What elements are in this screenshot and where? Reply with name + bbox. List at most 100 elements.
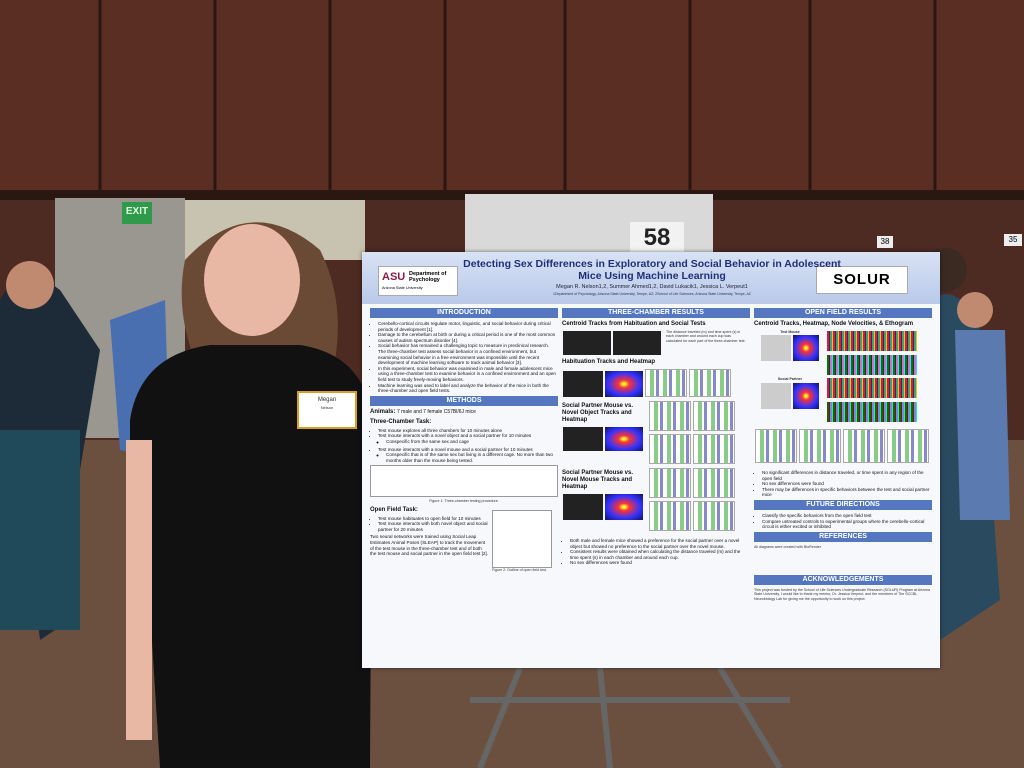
section-heading: THREE-CHAMBER RESULTS xyxy=(562,308,750,318)
asu-logo: ASU Department of Psychology Arizona Sta… xyxy=(378,266,458,296)
bullet: Test mouse explores all three chambers f… xyxy=(378,428,558,434)
figure-1 xyxy=(370,465,558,498)
figure-row: Test Mouse xyxy=(754,330,932,377)
track-image xyxy=(563,331,611,355)
bullet-list: Test mouse habituates to open field for … xyxy=(370,516,488,533)
bullet-list: Test mouse explores all three chambers f… xyxy=(370,428,558,464)
badge-text: Megan Nelson xyxy=(298,396,356,412)
section-heading: INTRODUCTION xyxy=(370,308,558,318)
easel xyxy=(470,666,790,768)
bullet: Social behavior has remained a challengi… xyxy=(378,343,558,365)
poster-authors: Megan R. Nelson1,2, Summer Ahmed1,2, Dav… xyxy=(556,284,748,290)
caption: Figure 1: Three-chamber testing procedur… xyxy=(429,499,499,504)
tm-block: Test Mouse xyxy=(754,330,826,377)
wall-panels xyxy=(0,0,1024,200)
subheading: Open Field Task: xyxy=(370,506,418,513)
right-column: OPEN FIELD RESULTS Centroid Tracks, Heat… xyxy=(754,308,932,601)
figure-row: Social Partner Mouse vs. Novel Mouse Tra… xyxy=(562,467,750,534)
middle-column: THREE-CHAMBER RESULTS Centroid Tracks fr… xyxy=(562,308,750,568)
exit-text: EXIT xyxy=(125,206,149,217)
subheading: Centroid Tracks from Habituation and Soc… xyxy=(562,321,706,327)
acknowledgements-text: This project was funded by the School of… xyxy=(754,587,930,601)
figure-row: Social Partner Mouse vs. Novel Object Tr… xyxy=(562,400,750,467)
bullet: Both male and female mice showed a prefe… xyxy=(570,538,750,549)
animals-text: 7 male and 7 female C57Bl/6J mice xyxy=(397,408,476,415)
bullet: Damage to the cerebellum at birth or dur… xyxy=(378,332,558,343)
caption: Figure 2: Outline of open field test. xyxy=(492,567,547,572)
person-left-head xyxy=(6,261,54,309)
bullet-list: Classify the specific behaviors from the… xyxy=(754,513,932,530)
asu-univ: Arizona State University xyxy=(382,286,423,290)
sleap-text: Two neural networks were trained using S… xyxy=(370,534,488,557)
bullet-list: Cerebello-cortical circuits regulate mot… xyxy=(370,321,558,394)
sub-list: Conspecific from the same sex and cage xyxy=(378,439,558,445)
board-number: 58 xyxy=(643,224,671,251)
left-column: INTRODUCTION Cerebello-cortical circuits… xyxy=(370,308,558,572)
bullet: Machine learning was used to label and a… xyxy=(378,383,558,394)
bullet: Cerebello-cortical circuits regulate mot… xyxy=(378,321,558,332)
bullet: Conspecific from the same sex and cage xyxy=(386,439,558,445)
bullet: Compare untreated controls to experiment… xyxy=(762,519,932,530)
figure-2-image xyxy=(492,509,552,568)
arm xyxy=(126,440,152,740)
stand-number: 35 xyxy=(1008,235,1018,244)
object-block: Social Partner Mouse vs. Novel Object Tr… xyxy=(562,400,648,467)
label: Social Partner xyxy=(777,377,803,382)
face xyxy=(204,224,300,336)
animals: Animals: 7 male and 7 female C57Bl/6J mi… xyxy=(370,409,558,416)
person-left-pants xyxy=(0,430,80,630)
person-right-head xyxy=(957,292,993,328)
person-plaid-right xyxy=(955,330,1010,520)
bullet: Consistent results were obtained when ca… xyxy=(570,549,750,560)
bullet-list: No significant differences in distance t… xyxy=(754,470,932,498)
bars-row xyxy=(754,428,932,466)
label: Test Mouse xyxy=(780,330,800,334)
track-image xyxy=(613,331,661,355)
bullet: No sex differences were found xyxy=(762,481,932,487)
figure-row: Social Partner xyxy=(754,377,932,424)
bullet: No significant differences in distance t… xyxy=(762,470,932,481)
bullet: Conspecific that is of the same sex but … xyxy=(386,452,558,463)
poster-affiliations: 1Department of Psychology, Arizona State… xyxy=(553,292,751,296)
bullet: Test mouse habituates to open field for … xyxy=(378,516,488,522)
sub-list: Conspecific that is of the same sex but … xyxy=(378,452,558,463)
name-badge xyxy=(297,391,357,429)
open-field-block: Open Field Task: Test mouse habituates t… xyxy=(370,504,558,572)
poster-title: Detecting Sex Differences in Exploratory… xyxy=(463,258,841,282)
subheading: Habituation Tracks and Heatmap xyxy=(562,359,656,365)
label: Animals: xyxy=(370,408,396,415)
stand-number: 38 xyxy=(880,237,890,246)
novel-block: Social Partner Mouse vs. Novel Mouse Tra… xyxy=(562,467,648,534)
asu-dept: Department of Psychology xyxy=(409,271,447,283)
sp-block: Social Partner xyxy=(754,377,826,424)
centroid-row: The distance traveled (m) and time spent… xyxy=(562,330,750,356)
solur-logo: SOLUR xyxy=(816,266,908,294)
bullet: In this experiment, social behavior was … xyxy=(378,366,558,383)
figure-2: Figure 2: Outline of open field test. xyxy=(492,504,552,572)
section-heading: FUTURE DIRECTIONS xyxy=(754,499,932,510)
bars-block xyxy=(648,467,736,534)
panel-seams xyxy=(98,0,937,200)
subheading: Centroid Tracks, Heatmap, Node Velocitie… xyxy=(754,321,914,327)
badge-last: Nelson xyxy=(320,405,334,410)
subheading: Three-Chamber Task: xyxy=(370,418,432,425)
asu-mark: ASU xyxy=(382,271,406,283)
section-heading: METHODS xyxy=(370,395,558,406)
ethogram xyxy=(826,377,918,424)
section-heading: ACKNOWLEDGEMENTS xyxy=(754,574,932,585)
caption: The distance traveled (m) and time spent… xyxy=(666,330,746,343)
subheading: Social Partner Mouse vs. Novel Mouse Tra… xyxy=(562,469,634,490)
stand-card xyxy=(1004,234,1022,246)
section-heading: REFERENCES xyxy=(754,531,932,542)
bullet: Test mouse interacts with a novel object… xyxy=(378,433,558,439)
bullet-list: Both male and female mice showed a prefe… xyxy=(562,538,750,566)
open-field-text: Open Field Task: Test mouse habituates t… xyxy=(370,504,488,572)
figure-row xyxy=(562,368,750,400)
bullet: Test mouse interacts with a novel mouse … xyxy=(378,447,558,453)
references-note: All diagrams were created with BioRender xyxy=(754,544,821,549)
bullet: No sex differences were found xyxy=(570,560,750,566)
bars-block xyxy=(648,400,736,467)
shirt xyxy=(130,345,372,768)
subheading: Social Partner Mouse vs. Novel Object Tr… xyxy=(562,402,634,423)
poster: ASU Department of Psychology Arizona Sta… xyxy=(362,252,940,668)
